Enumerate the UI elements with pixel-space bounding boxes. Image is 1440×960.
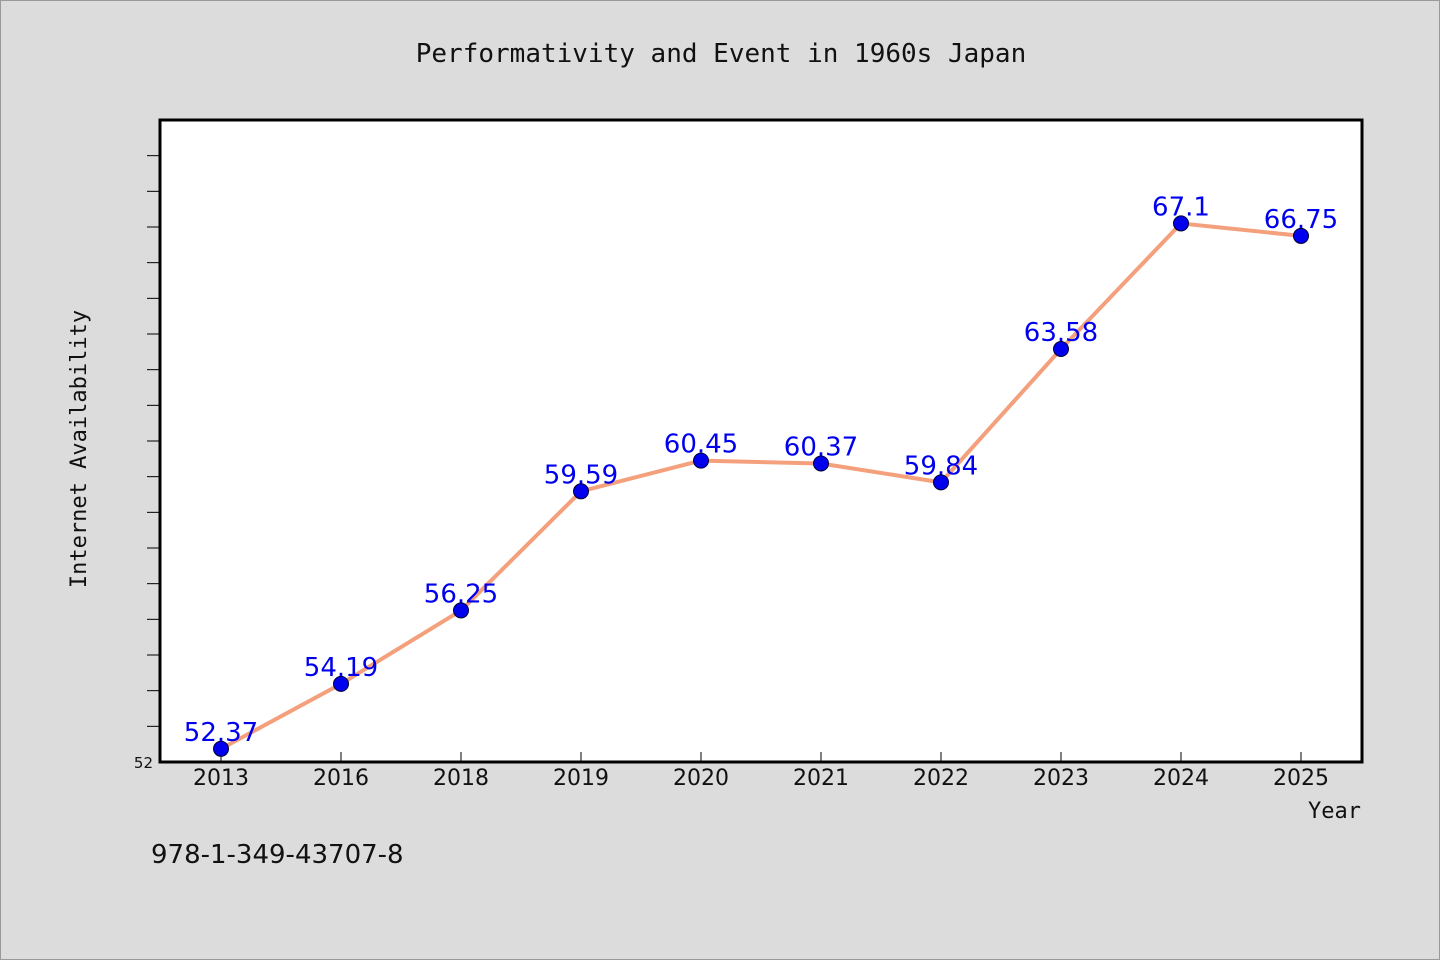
x-tick-label: 2022 (913, 766, 969, 791)
y-axis-ticks: 52 (134, 155, 160, 772)
data-point (693, 452, 709, 469)
data-point (453, 602, 469, 619)
data-label: 66.75 (1264, 205, 1338, 235)
data-point (1053, 340, 1069, 357)
isbn-annotation: 978-1-349-43707-8 (151, 840, 404, 870)
x-tick-label: 2019 (553, 766, 609, 791)
data-label: 60.45 (664, 430, 738, 460)
data-label: 52.37 (184, 718, 258, 748)
data-label: 54.19 (304, 653, 378, 683)
x-axis-ticks: 2013 2016 2018 2019 2020 2021 2022 2023 2024 2025 (193, 752, 1329, 791)
x-tick-label: 2023 (1033, 766, 1089, 791)
data-label: 60.37 (784, 432, 858, 462)
data-point (573, 483, 589, 500)
data-point (933, 474, 949, 491)
data-point (813, 455, 829, 472)
plot-area (158, 118, 1364, 764)
x-tick-label: 2020 (673, 766, 729, 791)
x-axis-label: Year (1308, 799, 1361, 824)
data-label: 67.1 (1152, 192, 1210, 222)
x-tick-label: 2018 (433, 766, 489, 791)
series-line (219, 221, 1303, 751)
data-label: 59.84 (904, 451, 978, 481)
chart-title: Performativity and Event in 1960s Japan (416, 39, 1026, 69)
x-tick-label: 2013 (193, 766, 249, 791)
data-point (333, 675, 349, 692)
data-point (213, 740, 229, 757)
data-label: 56.25 (424, 579, 498, 609)
x-tick-label: 2016 (313, 766, 369, 791)
x-tick-label: 2024 (1153, 766, 1209, 791)
data-label: 59.59 (544, 460, 618, 490)
y-axis-label: Internet Availability (67, 310, 92, 588)
y-tick-label: 52 (134, 754, 153, 772)
data-point (1173, 215, 1189, 232)
data-point (1293, 227, 1309, 244)
x-tick-label: 2025 (1273, 766, 1329, 791)
data-label: 63.58 (1024, 318, 1098, 348)
series-layer: 52.37 54.19 56.25 59.59 60.45 60.37 59.84 63.58… (184, 192, 1338, 757)
x-tick-label: 2021 (793, 766, 849, 791)
